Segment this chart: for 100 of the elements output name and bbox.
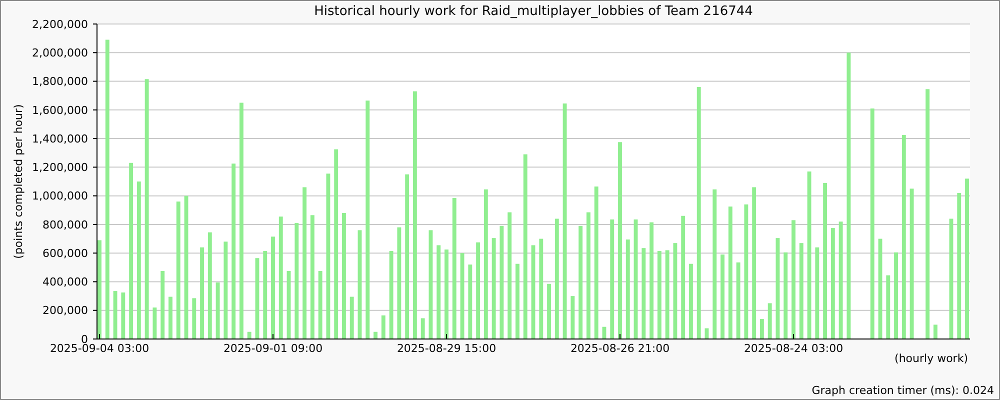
bar <box>760 318 764 339</box>
bar <box>752 187 756 339</box>
bar <box>310 215 314 339</box>
bar <box>342 213 346 339</box>
y-tick-label: 1,400,000 <box>32 132 88 146</box>
bar <box>626 239 630 339</box>
bar <box>397 227 402 339</box>
bar <box>823 182 828 339</box>
bar <box>318 270 322 339</box>
bar <box>216 282 220 339</box>
bar <box>121 292 126 339</box>
bar <box>657 250 662 339</box>
bar <box>965 178 969 339</box>
x-tick-label: 2025-08-26 21:00 <box>570 342 670 355</box>
bar <box>366 100 370 339</box>
bar <box>476 242 480 339</box>
bar <box>926 89 930 339</box>
bar <box>665 250 670 339</box>
bar <box>271 236 275 339</box>
bar <box>910 188 914 339</box>
bar <box>152 308 157 339</box>
bar <box>200 247 204 339</box>
bar <box>129 162 134 339</box>
bar <box>523 154 528 339</box>
bar <box>452 198 456 339</box>
bar <box>957 192 962 339</box>
bar <box>224 242 228 339</box>
y-tick-label: 400,000 <box>42 276 88 289</box>
text: Graph creation timer (ms): 0.024 <box>812 384 994 397</box>
y-tick-label: 600,000 <box>42 246 88 260</box>
bar <box>728 206 732 339</box>
bar <box>516 264 520 339</box>
bar <box>650 222 654 339</box>
bar <box>302 187 307 339</box>
bar <box>136 182 141 339</box>
x-axis-title: (hourly work) <box>894 352 968 365</box>
bar <box>744 204 748 339</box>
bar <box>247 332 252 339</box>
x-tick-label: 2025-09-01 09:00 <box>223 342 323 355</box>
bar <box>500 226 504 339</box>
bar <box>334 149 338 339</box>
bar <box>902 134 906 339</box>
bar <box>720 254 724 339</box>
bar <box>374 332 378 339</box>
bar <box>350 296 354 339</box>
chart-title: Historical hourly work for Raid_multiplayer_lobbies of Team 216744 <box>314 4 753 19</box>
bar <box>278 216 283 339</box>
bar <box>412 91 417 339</box>
bar <box>830 228 835 339</box>
x-tick-label: 2025-09-04 03:00 <box>50 342 150 355</box>
bar <box>420 318 425 339</box>
bar <box>508 212 512 339</box>
bar <box>870 108 874 339</box>
bar <box>554 218 559 339</box>
bar <box>562 103 567 339</box>
bar <box>294 223 299 339</box>
bar <box>799 243 804 339</box>
bar <box>105 40 110 339</box>
bar <box>578 226 583 339</box>
bar <box>846 52 851 339</box>
bar <box>586 212 590 339</box>
y-tick-label: 2,000,000 <box>32 46 88 60</box>
bar <box>468 264 472 339</box>
y-tick-label: 1,800,000 <box>32 75 88 88</box>
bar <box>736 262 740 339</box>
bar <box>768 303 772 339</box>
bar <box>389 250 394 339</box>
bar <box>594 186 598 339</box>
bar <box>689 264 693 339</box>
bar <box>673 243 678 339</box>
bar <box>176 202 180 339</box>
bar <box>436 245 441 339</box>
y-tick-label: 200,000 <box>42 304 88 318</box>
bar <box>815 247 820 339</box>
bar <box>784 252 788 339</box>
y-axis-title: (points completed per hour) <box>12 104 25 259</box>
y-tick-label: 1,600,000 <box>32 104 88 117</box>
bar <box>610 219 614 339</box>
bar <box>792 220 796 339</box>
bar <box>168 296 172 339</box>
bar <box>570 296 575 339</box>
bar <box>838 222 843 339</box>
bar <box>642 248 646 339</box>
bar <box>696 87 701 339</box>
bar <box>405 174 410 339</box>
bar <box>484 189 488 339</box>
bar <box>208 232 212 339</box>
x-tick-label: 2025-08-29 15:00 <box>396 342 496 355</box>
bar <box>886 275 890 339</box>
y-tick-label: 1,000,000 <box>32 190 88 203</box>
bar <box>160 270 165 339</box>
bar <box>239 102 244 339</box>
y-tick-label: 1,200,000 <box>32 161 88 174</box>
bar <box>144 79 149 339</box>
bar <box>492 238 496 339</box>
bar <box>232 164 236 339</box>
bar <box>712 189 717 339</box>
bar <box>681 216 686 339</box>
bar <box>98 240 102 339</box>
bar <box>326 174 330 339</box>
